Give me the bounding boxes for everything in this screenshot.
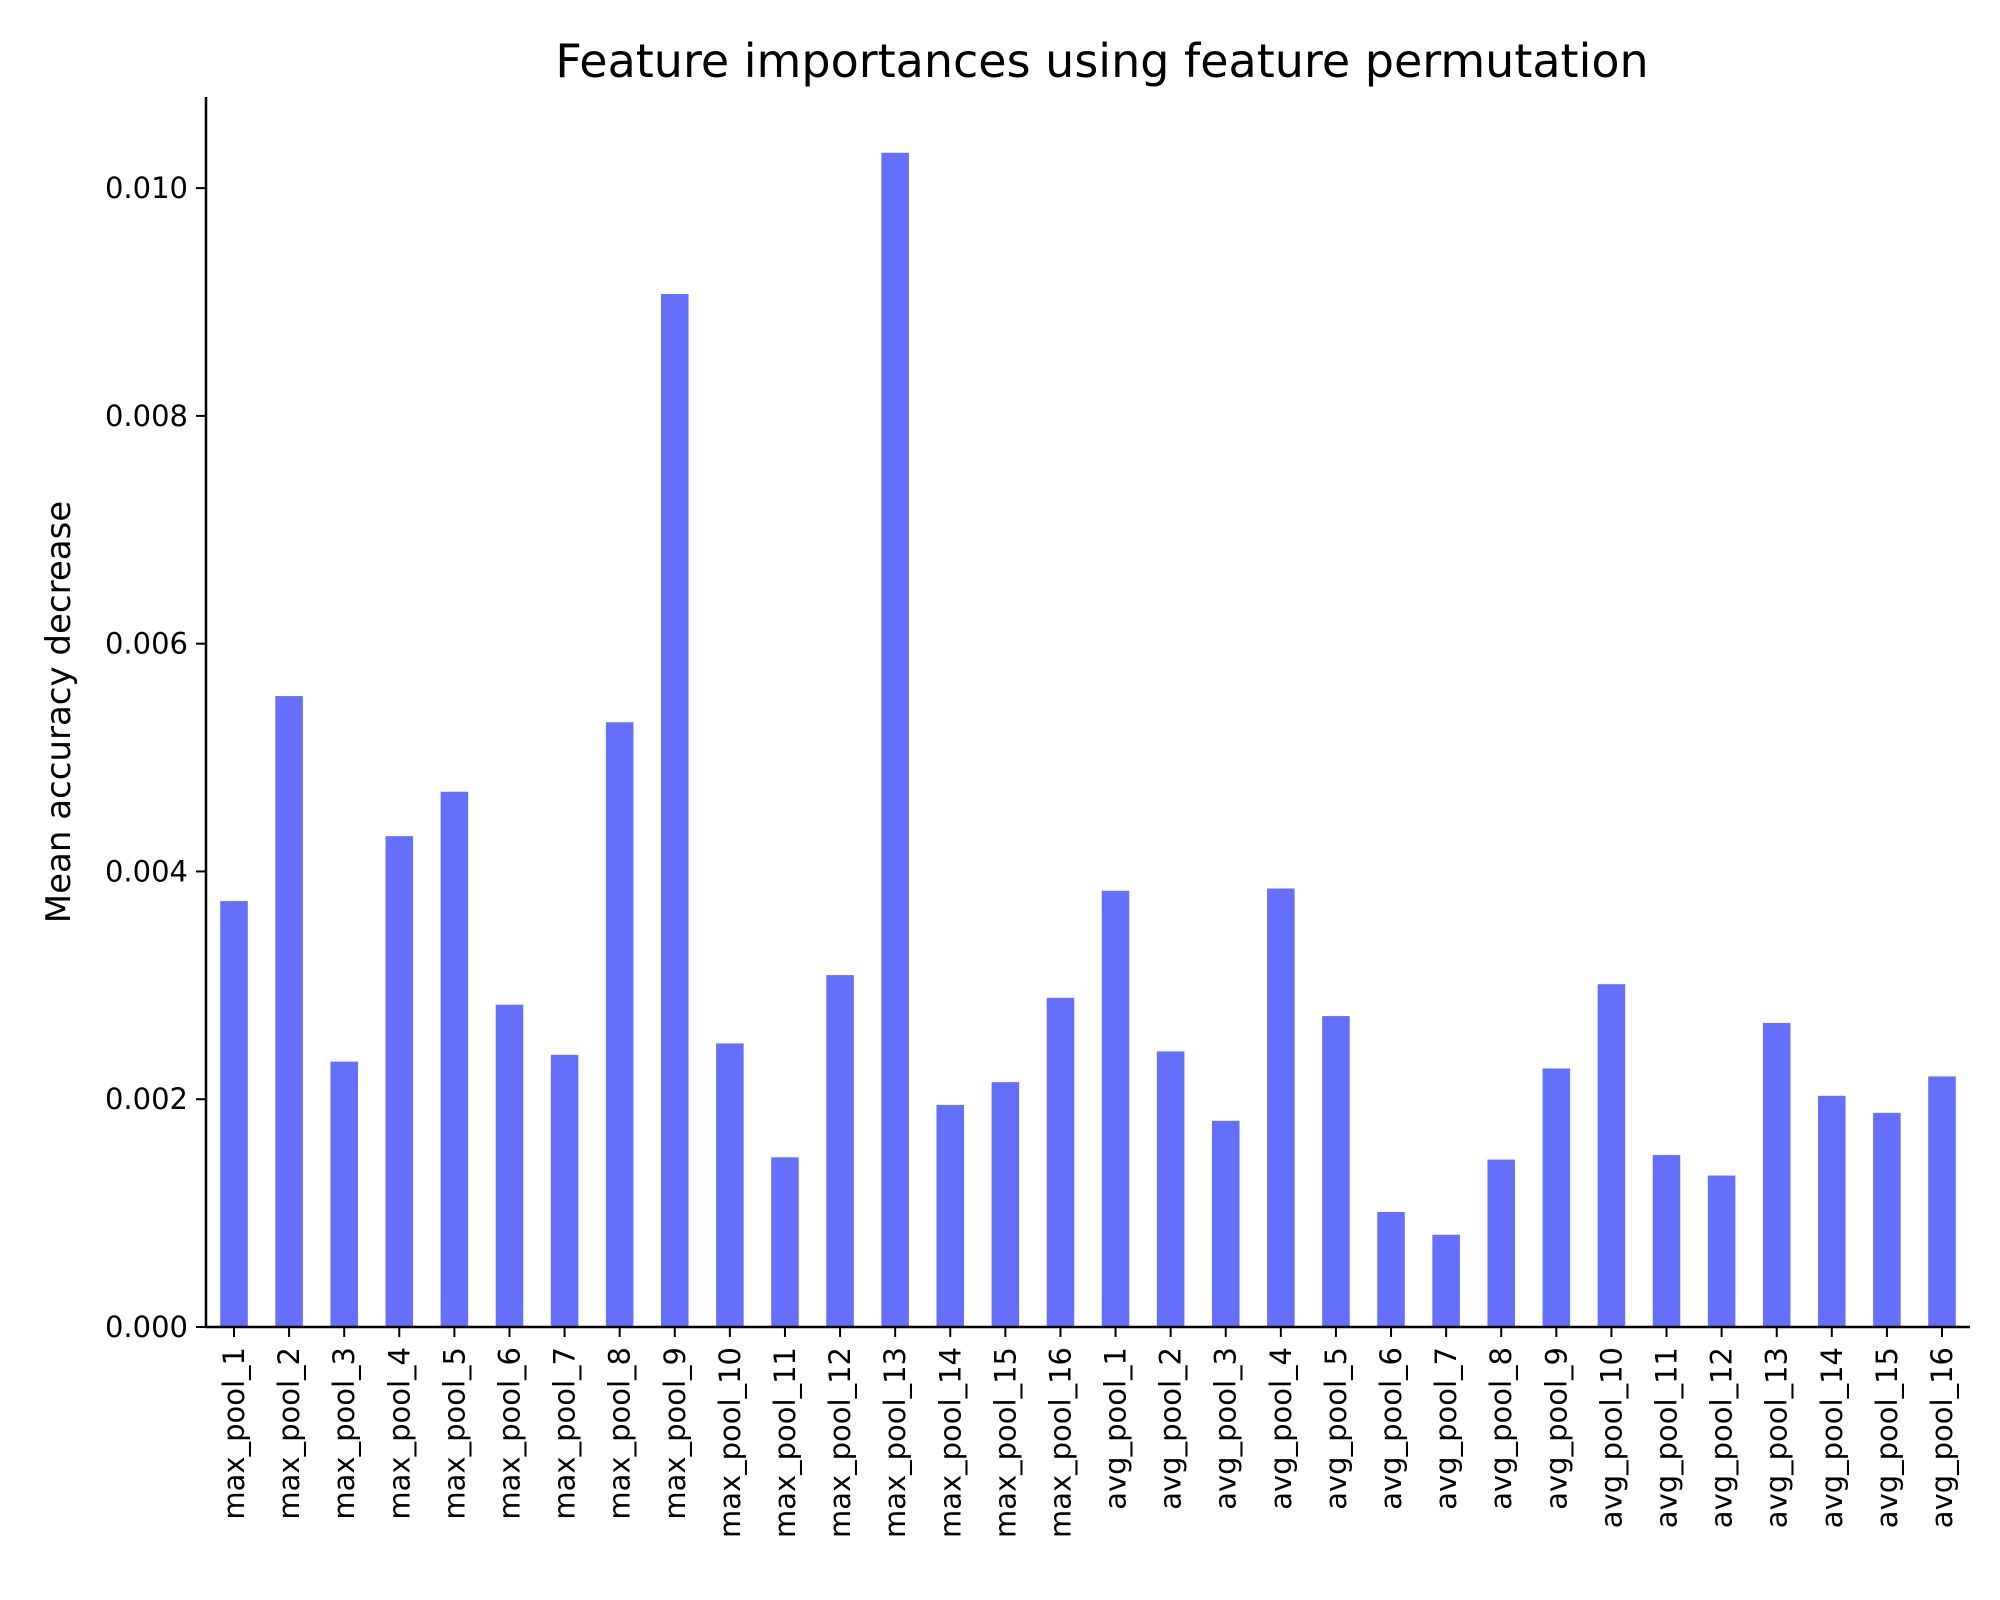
x-tick-label: avg_pool_4 <box>1264 1347 1298 1510</box>
bar-max-pool-1 <box>220 901 248 1327</box>
bar-max-pool-14 <box>936 1104 965 1327</box>
x-tick-label: avg_pool_1 <box>1099 1347 1133 1510</box>
bar-max-pool-16 <box>1046 997 1075 1327</box>
bar-avg-pool-16 <box>1928 1076 1956 1327</box>
bar-avg-pool-6 <box>1377 1211 1405 1327</box>
y-tick-label: 0.002 <box>105 1082 188 1116</box>
bar-max-pool-9 <box>661 294 689 1327</box>
chart-title: Feature importances using feature permut… <box>555 34 1648 88</box>
bar-max-pool-3 <box>330 1061 358 1327</box>
x-tick-label: max_pool_8 <box>603 1347 637 1520</box>
bar-avg-pool-7 <box>1432 1234 1460 1327</box>
y-tick-label: 0.000 <box>105 1310 188 1344</box>
bar-avg-pool-1 <box>1101 890 1130 1327</box>
x-tick-label: max_pool_13 <box>878 1347 912 1538</box>
bars-group <box>220 152 1956 1327</box>
x-tick-label: max_pool_9 <box>658 1347 692 1520</box>
bar-avg-pool-5 <box>1322 1016 1350 1327</box>
x-tick-label: max_pool_7 <box>548 1347 582 1520</box>
x-tick-label: max_pool_5 <box>437 1347 471 1520</box>
bar-max-pool-5 <box>440 791 469 1327</box>
x-tick-label: avg_pool_5 <box>1319 1347 1353 1510</box>
bar-max-pool-2 <box>275 696 303 1327</box>
x-tick-label: max_pool_16 <box>1043 1347 1077 1538</box>
x-tick-label: avg_pool_13 <box>1760 1347 1794 1528</box>
bar-avg-pool-10 <box>1597 984 1626 1327</box>
bar-avg-pool-9 <box>1542 1068 1571 1327</box>
bar-max-pool-11 <box>771 1157 799 1327</box>
x-tick-label: avg_pool_6 <box>1374 1347 1408 1510</box>
x-tick-label: avg_pool_8 <box>1484 1347 1518 1510</box>
bar-avg-pool-8 <box>1487 1159 1515 1327</box>
x-tick-label: max_pool_14 <box>933 1347 967 1538</box>
y-tick-label: 0.006 <box>105 627 188 661</box>
x-tick-label: avg_pool_10 <box>1594 1347 1628 1528</box>
x-tick-label: avg_pool_11 <box>1650 1347 1684 1528</box>
bar-max-pool-6 <box>495 1004 524 1327</box>
x-tick-label: max_pool_6 <box>492 1347 526 1520</box>
bar-avg-pool-15 <box>1873 1112 1901 1327</box>
x-tick-label: avg_pool_9 <box>1539 1347 1573 1510</box>
x-tick-label: avg_pool_16 <box>1925 1347 1959 1528</box>
bar-max-pool-12 <box>826 975 854 1327</box>
bar-max-pool-4 <box>385 836 414 1327</box>
y-tick-label: 0.008 <box>105 399 188 433</box>
x-tick-label: max_pool_12 <box>823 1347 857 1538</box>
y-tick-label: 0.004 <box>105 854 188 888</box>
x-tick-label: max_pool_4 <box>382 1347 416 1520</box>
bar-avg-pool-13 <box>1762 1022 1791 1327</box>
x-ticks-group: max_pool_1 max_pool_2 max_pool_3 max_pool_4… <box>217 1327 1959 1538</box>
y-ticks-group: 0.000 0.002 0.004 0.006 0.008 0.010 <box>105 171 206 1344</box>
x-tick-label: avg_pool_14 <box>1815 1347 1849 1528</box>
x-tick-label: avg_pool_15 <box>1870 1347 1904 1528</box>
bar-avg-pool-12 <box>1707 1175 1736 1327</box>
x-tick-label: avg_pool_2 <box>1154 1347 1188 1510</box>
x-tick-label: max_pool_11 <box>768 1347 802 1538</box>
x-tick-label: max_pool_15 <box>988 1347 1022 1538</box>
bar-max-pool-7 <box>550 1054 579 1327</box>
bar-max-pool-15 <box>991 1082 1020 1327</box>
x-tick-label: avg_pool_12 <box>1705 1347 1739 1528</box>
y-axis-label: Mean accuracy decrease <box>39 501 79 923</box>
x-tick-label: max_pool_2 <box>272 1347 306 1520</box>
x-tick-label: avg_pool_3 <box>1209 1347 1243 1510</box>
x-tick-label: avg_pool_7 <box>1429 1347 1463 1510</box>
bar-max-pool-10 <box>716 1043 744 1327</box>
x-tick-label: max_pool_1 <box>217 1347 251 1520</box>
bar-avg-pool-14 <box>1818 1095 1846 1327</box>
bar-max-pool-8 <box>605 722 634 1327</box>
bar-max-pool-13 <box>881 152 909 1327</box>
x-tick-label: max_pool_10 <box>713 1347 747 1538</box>
bar-avg-pool-4 <box>1267 888 1295 1327</box>
bar-avg-pool-2 <box>1156 1051 1185 1327</box>
y-tick-label: 0.010 <box>105 171 188 205</box>
bar-avg-pool-3 <box>1211 1120 1240 1327</box>
bar-avg-pool-11 <box>1652 1155 1681 1327</box>
x-tick-label: max_pool_3 <box>327 1347 361 1520</box>
